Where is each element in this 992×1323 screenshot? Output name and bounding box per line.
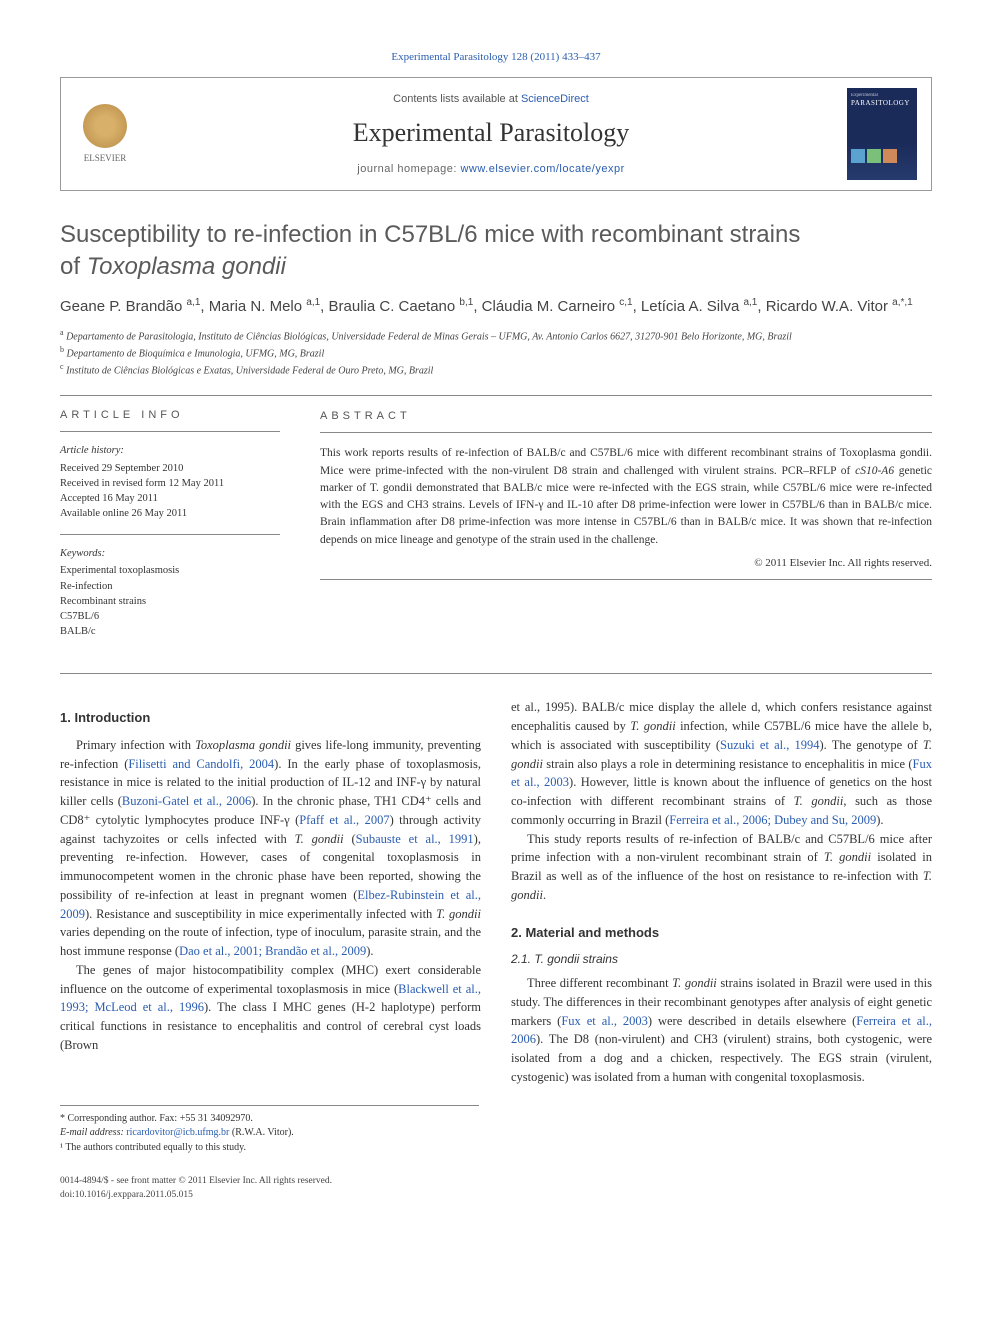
- intro-paragraph-1: Primary infection with Toxoplasma gondii…: [60, 736, 481, 961]
- title-species: Toxoplasma gondii: [87, 253, 286, 280]
- abstract-copyright: © 2011 Elsevier Inc. All rights reserved…: [320, 555, 932, 572]
- page-footer: 0014-4894/$ - see front matter © 2011 El…: [60, 1175, 932, 1202]
- footnotes: * Corresponding author. Fax: +55 31 3409…: [60, 1105, 479, 1156]
- contents-prefix: Contents lists available at: [393, 93, 521, 105]
- article-info-label: ARTICLE INFO: [60, 408, 280, 423]
- journal-reference: Experimental Parasitology 128 (2011) 433…: [60, 50, 932, 65]
- section-mm-heading: 2. Material and methods: [511, 923, 932, 943]
- title-line-2-prefix: of: [60, 253, 87, 280]
- cover-label: PARASITOLOGY: [851, 99, 913, 109]
- publisher-logo[interactable]: ELSEVIER: [75, 104, 135, 165]
- equal-contribution: ¹ The authors contributed equally to thi…: [60, 1141, 479, 1156]
- homepage-link[interactable]: www.elsevier.com/locate/yexpr: [460, 163, 624, 175]
- journal-cover-thumb[interactable]: Experimental PARASITOLOGY: [847, 88, 917, 180]
- article-history: Article history: Received 29 September 2…: [60, 444, 280, 522]
- header-center: Contents lists available at ScienceDirec…: [135, 92, 847, 177]
- abstract-rule-bottom: [320, 579, 932, 580]
- keywords-heading: Keywords:: [60, 547, 280, 562]
- divider-top: [60, 395, 932, 396]
- keywords-block: Keywords: Experimental toxoplasmosis Re-…: [60, 547, 280, 640]
- footer-doi: doi:10.1016/j.exppara.2011.05.015: [60, 1189, 332, 1202]
- journal-title: Experimental Parasitology: [135, 115, 847, 151]
- intro-paragraph-3: et al., 1995). BALB/c mice display the a…: [511, 698, 932, 829]
- affiliation-c: c Instituto de Ciências Biológicas e Exa…: [60, 361, 932, 378]
- keyword: Recombinant strains: [60, 594, 280, 609]
- keyword: BALB/c: [60, 624, 280, 639]
- mm-paragraph-1: Three different recombinant T. gondii st…: [511, 974, 932, 1087]
- info-rule-1: [60, 431, 280, 432]
- abstract-column: ABSTRACT This work reports results of re…: [320, 408, 932, 652]
- affiliations: a Departamento de Parasitologia, Institu…: [60, 327, 932, 379]
- keyword: C57BL/6: [60, 609, 280, 624]
- article-title: Susceptibility to re-infection in C57BL/…: [60, 219, 932, 281]
- journal-header-box: ELSEVIER Contents lists available at Sci…: [60, 77, 932, 191]
- section-intro-heading: 1. Introduction: [60, 708, 481, 728]
- history-line: Received 29 September 2010: [60, 461, 280, 476]
- info-abstract-row: ARTICLE INFO Article history: Received 2…: [60, 408, 932, 652]
- intro-paragraph-2: The genes of major histocompatibility co…: [60, 961, 481, 1055]
- keyword: Re-infection: [60, 579, 280, 594]
- affiliation-b: b Departamento de Bioquímica e Imunologi…: [60, 344, 932, 361]
- subsection-strains-heading: 2.1. T. gondii strains: [511, 950, 932, 968]
- elsevier-tree-icon: [83, 104, 127, 148]
- abstract-text: This work reports results of re-infectio…: [320, 445, 932, 549]
- info-rule-2: [60, 534, 280, 535]
- homepage-line: journal homepage: www.elsevier.com/locat…: [135, 162, 847, 177]
- homepage-prefix: journal homepage:: [357, 163, 460, 175]
- body-columns: 1. Introduction Primary infection with T…: [60, 698, 932, 1086]
- journal-ref-link[interactable]: Experimental Parasitology 128 (2011) 433…: [391, 51, 600, 63]
- email-label: E-mail address:: [60, 1127, 124, 1138]
- abstract-label: ABSTRACT: [320, 408, 932, 425]
- divider-body: [60, 673, 932, 674]
- email-who: (R.W.A. Vitor).: [232, 1127, 294, 1138]
- intro-paragraph-4: This study reports results of re-infecti…: [511, 830, 932, 905]
- contents-line: Contents lists available at ScienceDirec…: [135, 92, 847, 107]
- title-line-1: Susceptibility to re-infection in C57BL/…: [60, 221, 800, 248]
- corresponding-author: * Corresponding author. Fax: +55 31 3409…: [60, 1112, 479, 1127]
- affiliation-a: a Departamento de Parasitologia, Institu…: [60, 327, 932, 344]
- sciencedirect-link[interactable]: ScienceDirect: [521, 93, 589, 105]
- footer-left: 0014-4894/$ - see front matter © 2011 El…: [60, 1175, 332, 1188]
- email-line: E-mail address: ricardovitor@icb.ufmg.br…: [60, 1126, 479, 1141]
- author-list: Geane P. Brandão a,1, Maria N. Melo a,1,…: [60, 296, 932, 317]
- page-root: Experimental Parasitology 128 (2011) 433…: [0, 0, 992, 1252]
- history-line: Available online 26 May 2011: [60, 506, 280, 521]
- abstract-rule: [320, 432, 932, 433]
- keyword: Experimental toxoplasmosis: [60, 563, 280, 578]
- history-heading: Article history:: [60, 444, 280, 459]
- footer-copyright: 0014-4894/$ - see front matter © 2011 El…: [60, 1175, 332, 1202]
- history-line: Accepted 16 May 2011: [60, 491, 280, 506]
- history-line: Received in revised form 12 May 2011: [60, 476, 280, 491]
- email-link[interactable]: ricardovitor@icb.ufmg.br: [126, 1127, 229, 1138]
- article-info-column: ARTICLE INFO Article history: Received 2…: [60, 408, 280, 652]
- publisher-name: ELSEVIER: [75, 152, 135, 165]
